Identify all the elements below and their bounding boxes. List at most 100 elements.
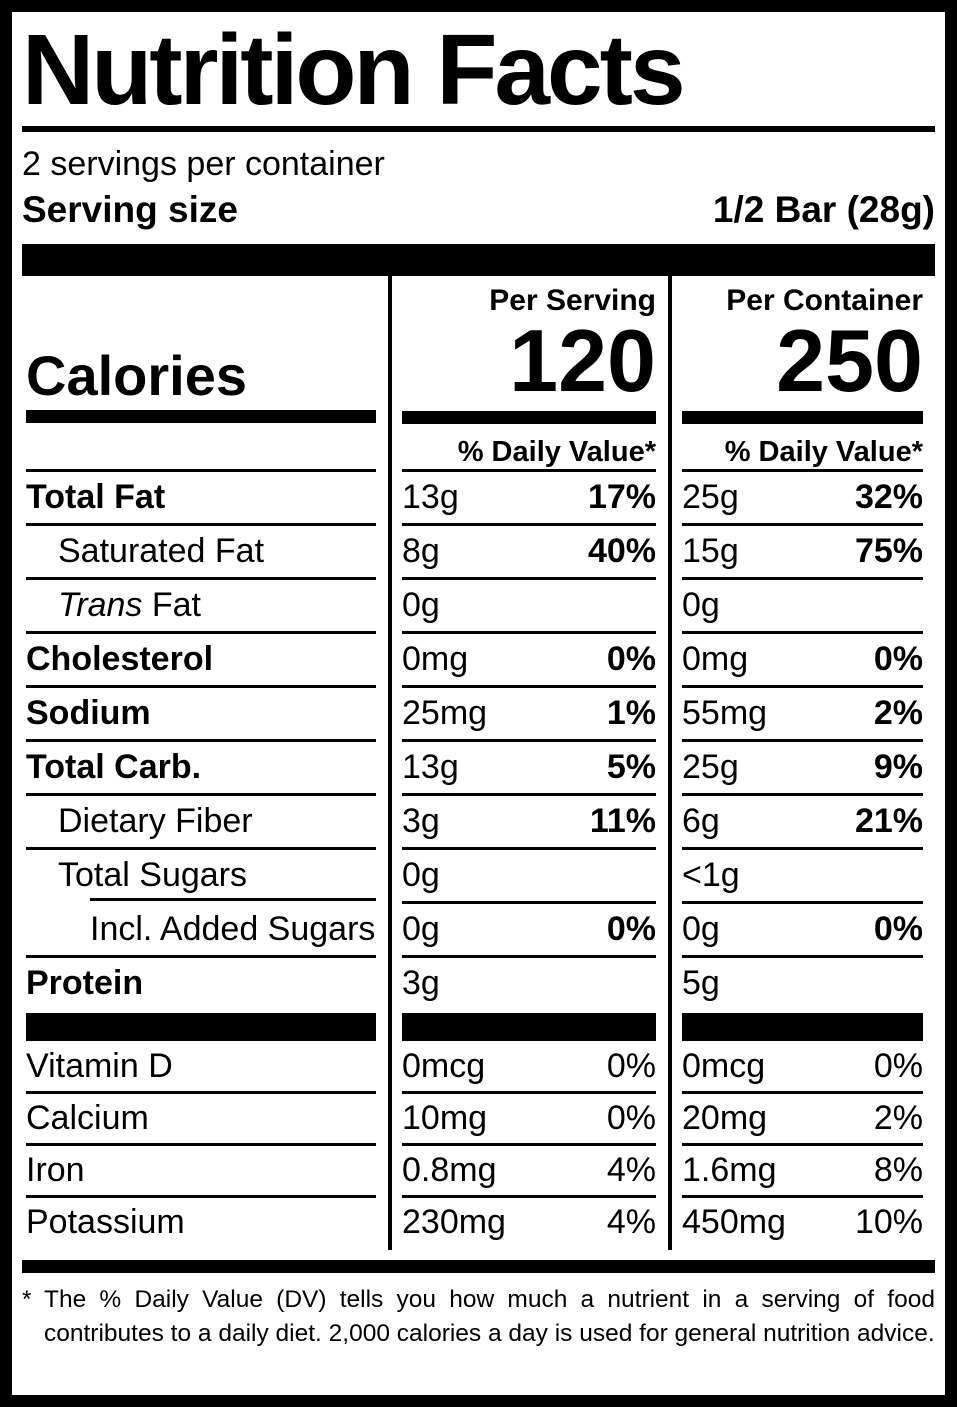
nutrient-dv: 9%	[873, 748, 923, 787]
nutrient-amount: 10mg	[402, 1099, 488, 1138]
nutrient-amount: 3g	[402, 802, 440, 841]
nutrient-amount: 6g	[682, 802, 720, 841]
nutrient-name: Cholesterol	[26, 640, 214, 679]
nutrient-amount: 3g	[402, 964, 440, 1003]
nutrient-row-protein: Protein 3g 5g	[22, 957, 935, 1012]
nutrient-amount: 13g	[402, 748, 459, 787]
calories-per-serving-value: 120	[509, 310, 656, 410]
nutrient-dv: 0%	[606, 1099, 656, 1138]
nutrient-name: Protein	[26, 964, 144, 1003]
nutrient-amount: 0g	[682, 910, 720, 949]
nutrient-row-cholesterol: Cholesterol 0mg 0% 0mg 0%	[22, 633, 935, 688]
nutrient-amount: 0mcg	[682, 1047, 766, 1086]
per-serving-header: Per Serving	[489, 283, 656, 317]
nutrient-amount: 8g	[402, 532, 440, 571]
nutrient-name: Total Carb.	[26, 748, 202, 787]
serving-size-label: Serving size	[22, 189, 238, 231]
calories-per-container-cell: Per Container 250 % Daily Value*	[668, 275, 935, 472]
separator-bar	[26, 1012, 376, 1041]
calories-underbar	[682, 410, 923, 424]
nutrient-dv: 11%	[589, 802, 656, 841]
nutrient-amount: 15g	[682, 532, 739, 571]
nutrient-amount: 0mcg	[402, 1047, 486, 1086]
separator-bar	[682, 1012, 923, 1041]
nutrient-row-total-sugars: Total Sugars 0g <1g	[22, 849, 935, 904]
nutrient-name: Dietary Fiber	[58, 802, 253, 841]
nutrient-row-dietary-fiber: Dietary Fiber 3g 11% 6g 21%	[22, 795, 935, 850]
nutrient-amount: 0g	[402, 856, 440, 895]
nutrient-amount: 13g	[402, 478, 459, 517]
nutrient-name: Trans Fat	[58, 586, 201, 625]
vitamin-row-vitamin-d: Vitamin D 0mcg 0% 0mcg 0%	[22, 1041, 935, 1094]
nutrient-name: Calcium	[26, 1099, 149, 1138]
nutrient-amount: 25g	[682, 748, 739, 787]
nutrient-amount: 0mg	[402, 640, 469, 679]
label-title: Nutrition Facts	[22, 14, 686, 126]
title-rule	[22, 126, 935, 132]
nutrient-amount: 450mg	[682, 1203, 786, 1242]
serving-size-value: 1/2 Bar (28g)	[712, 189, 935, 231]
nutrient-dv: 0%	[606, 640, 656, 679]
daily-value-header-container: % Daily Value*	[724, 435, 923, 468]
calories-section: Calories Per Serving 120 % Daily Value* …	[22, 275, 935, 472]
nutrient-dv: 4%	[606, 1151, 656, 1190]
calories-per-container-value: 250	[776, 310, 923, 410]
nutrient-dv: 5%	[606, 748, 656, 787]
nutrient-name: Saturated Fat	[58, 532, 265, 571]
footer-separator-bar	[22, 1259, 935, 1273]
daily-value-header-serving: % Daily Value*	[457, 435, 656, 468]
nutrient-name: Potassium	[26, 1203, 185, 1242]
nutrient-dv: 8%	[873, 1151, 923, 1190]
nutrient-dv: 75%	[854, 532, 923, 571]
nutrient-name: Iron	[26, 1151, 85, 1190]
nutrient-row-trans-fat: Trans Fat 0g 0g	[22, 579, 935, 634]
nutrient-dv: 4%	[606, 1203, 656, 1242]
nutrient-amount: 0g	[402, 910, 440, 949]
calories-per-serving-cell: Per Serving 120 % Daily Value*	[388, 275, 668, 472]
footnote-text: The % Daily Value (DV) tells you how muc…	[44, 1285, 935, 1347]
nutrient-amount: 20mg	[682, 1099, 768, 1138]
nutrient-dv: 1%	[606, 694, 656, 733]
nutrient-dv: 0%	[873, 640, 923, 679]
nutrient-dv: 0%	[873, 1047, 923, 1086]
header-separator-bar	[22, 243, 935, 276]
vitamin-row-calcium: Calcium 10mg 0% 20mg 2%	[22, 1093, 935, 1146]
calories-underbar	[402, 410, 656, 424]
nutrient-name: Total Fat	[26, 478, 166, 517]
nutrient-row-total-fat: Total Fat 13g 17% 25g 32%	[22, 471, 935, 526]
nutrient-amount: 25mg	[402, 694, 488, 733]
footnote-asterisk: *	[22, 1285, 32, 1313]
nutrient-dv: 10%	[854, 1203, 923, 1242]
nutrient-dv: 0%	[873, 910, 923, 949]
nutrient-row-total-carb: Total Carb. 13g 5% 25g 9%	[22, 741, 935, 796]
nutrient-name: Total Sugars	[58, 856, 247, 895]
section-separator-bars	[22, 1011, 935, 1042]
calories-label: Calories	[26, 343, 247, 407]
nutrient-amount: <1g	[682, 856, 740, 895]
calories-label-cell: Calories	[22, 276, 388, 472]
servings-per-container: 2 servings per container	[22, 145, 385, 183]
nutrient-amount: 0mg	[682, 640, 749, 679]
nutrient-amount: 55mg	[682, 694, 768, 733]
nutrient-amount: 1.6mg	[682, 1151, 777, 1190]
nutrient-name: Incl. Added Sugars	[90, 910, 376, 949]
nutrient-amount: 230mg	[402, 1203, 506, 1242]
nutrient-dv: 2%	[873, 694, 923, 733]
nutrient-amount: 0.8mg	[402, 1151, 497, 1190]
nutrient-dv: 40%	[587, 532, 656, 571]
nutrient-name: Vitamin D	[26, 1047, 173, 1086]
nutrient-amount: 5g	[682, 964, 720, 1003]
nutrient-dv: 0%	[606, 1047, 656, 1086]
nutrient-name: Sodium	[26, 694, 151, 733]
nutrient-dv: 2%	[873, 1099, 923, 1138]
nutrient-amount: 25g	[682, 478, 739, 517]
nutrient-amount: 0g	[402, 586, 440, 625]
serving-size-row: Serving size 1/2 Bar (28g)	[22, 189, 935, 232]
nutrient-amount: 0g	[682, 586, 720, 625]
vitamin-row-iron: Iron 0.8mg 4% 1.6mg 8%	[22, 1145, 935, 1198]
nutrient-dv: 21%	[854, 802, 923, 841]
nutrient-dv: 0%	[606, 910, 656, 949]
daily-value-footnote: * The % Daily Value (DV) tells you how m…	[22, 1283, 935, 1351]
